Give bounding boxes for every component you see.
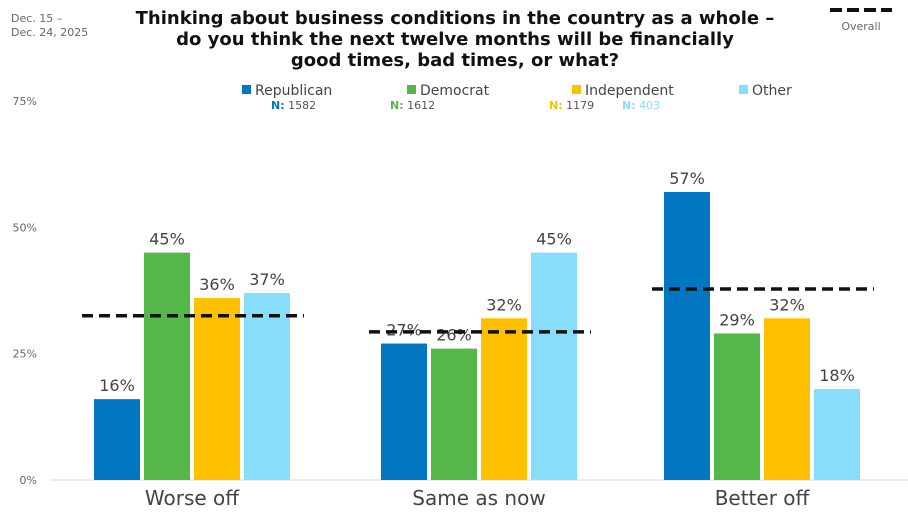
legend-n-democrat: N: 1612 bbox=[390, 99, 435, 112]
chart-title: Thinking about business conditions in th… bbox=[135, 8, 775, 71]
legend-swatch-other bbox=[739, 85, 748, 94]
y-tick-label: 50% bbox=[13, 221, 37, 234]
legend-swatch-democrat bbox=[407, 85, 416, 94]
legend-label-republican: Republican bbox=[255, 83, 332, 99]
bar-independent bbox=[764, 318, 810, 480]
legend-swatch-republican bbox=[242, 85, 251, 94]
data-label: 36% bbox=[199, 275, 235, 294]
data-label: 45% bbox=[536, 230, 572, 249]
dashed-line-icon bbox=[830, 8, 892, 12]
y-tick-label: 0% bbox=[20, 474, 37, 487]
data-label: 29% bbox=[719, 310, 755, 329]
bar-other bbox=[531, 252, 577, 480]
legend-n-other: N: 403 bbox=[622, 99, 660, 112]
legend-swatch-independent bbox=[572, 85, 581, 94]
legend-label-other: Other bbox=[752, 83, 792, 99]
x-category-label: Same as now bbox=[412, 486, 545, 510]
data-label: 57% bbox=[669, 169, 705, 188]
date-range: Dec. 15 – Dec. 24, 2025 bbox=[11, 12, 89, 39]
data-label: 16% bbox=[99, 376, 135, 395]
data-label: 37% bbox=[249, 270, 285, 289]
bar-democrat bbox=[714, 333, 760, 480]
bar-other bbox=[814, 389, 860, 480]
legend-label-independent: Independent bbox=[585, 83, 674, 99]
data-label: 27% bbox=[386, 321, 422, 340]
overall-legend-label: Overall bbox=[841, 20, 881, 33]
legend-n-independent: N: 1179 bbox=[549, 99, 594, 112]
overall-legend: Overall bbox=[830, 8, 892, 34]
bar-other bbox=[244, 293, 290, 480]
bar-republican bbox=[381, 343, 427, 480]
bar-independent bbox=[194, 298, 240, 480]
bar-democrat bbox=[144, 252, 190, 480]
bar-independent bbox=[481, 318, 527, 480]
data-label: 45% bbox=[149, 230, 185, 249]
data-label: 26% bbox=[436, 326, 472, 345]
bar-republican bbox=[94, 399, 140, 480]
data-label: 32% bbox=[769, 295, 805, 314]
x-category-label: Worse off bbox=[145, 486, 240, 510]
data-label: 18% bbox=[819, 366, 855, 385]
bar-republican bbox=[664, 191, 710, 480]
legend-label-democrat: Democrat bbox=[420, 83, 490, 99]
data-label: 32% bbox=[486, 295, 522, 314]
bar-democrat bbox=[431, 348, 477, 480]
legend-n-republican: N: 1582 bbox=[271, 99, 316, 112]
y-tick-label: 75% bbox=[13, 95, 37, 108]
x-category-label: Better off bbox=[715, 486, 811, 510]
y-tick-label: 25% bbox=[13, 348, 37, 361]
